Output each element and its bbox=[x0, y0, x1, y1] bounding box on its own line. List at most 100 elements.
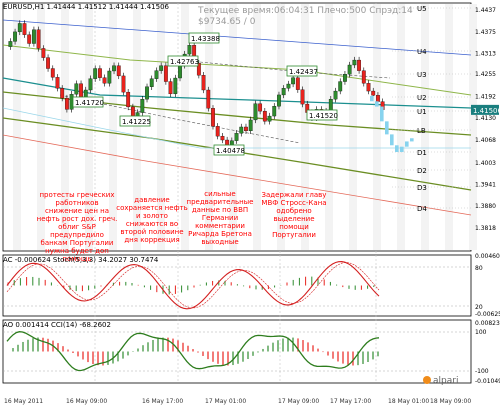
news-note-2: давление сохраняется нефть и золото сниж… bbox=[116, 196, 188, 244]
forecast-candle bbox=[400, 146, 404, 152]
symbol-label: EURUSD,H1 1.41444 1.41512 1.41444 1.4150… bbox=[3, 3, 169, 11]
price-box-value: 1.43388 bbox=[191, 35, 220, 43]
price-box: 1.41520 bbox=[306, 109, 338, 121]
grid-stripe bbox=[325, 4, 333, 250]
price-box-frame bbox=[286, 65, 318, 77]
stoch-axis-label: 80 bbox=[475, 265, 483, 272]
candle bbox=[163, 65, 168, 82]
grid-stripe bbox=[13, 4, 21, 250]
candle bbox=[211, 108, 215, 127]
logo-text: alpari bbox=[433, 376, 459, 386]
level-label-d1: D1 bbox=[417, 149, 427, 157]
candle bbox=[107, 70, 112, 84]
grid-stripe bbox=[181, 4, 189, 250]
candle bbox=[97, 68, 102, 78]
status-line: Текущее время:06:04:31 Плечо:500 Спрэд:1… bbox=[198, 6, 413, 16]
level-label-u3: U3 bbox=[417, 71, 427, 79]
candle bbox=[291, 77, 296, 85]
candle bbox=[154, 70, 159, 79]
price-axis-label: 1.4130 bbox=[475, 115, 496, 122]
time-axis-label: 16 May 17:00 bbox=[142, 398, 183, 405]
candle bbox=[361, 70, 366, 84]
grid-stripe bbox=[205, 4, 213, 250]
candle bbox=[93, 68, 98, 79]
grid-stripe bbox=[397, 4, 405, 250]
level-label-u2: U2 bbox=[417, 94, 427, 102]
price-axis-label: 1.4313 bbox=[475, 51, 496, 58]
candle bbox=[328, 99, 333, 112]
stoch-signal-line bbox=[6, 262, 380, 309]
forecast-candle bbox=[385, 121, 389, 135]
candle bbox=[74, 83, 79, 95]
grid-stripe bbox=[85, 4, 93, 250]
time-axis-label: 16 May 2011 bbox=[4, 398, 43, 405]
candle bbox=[126, 91, 131, 108]
grid-stripe bbox=[277, 4, 285, 250]
candle bbox=[173, 77, 178, 95]
stoch-axis-label: 20 bbox=[475, 304, 483, 311]
price-box-value: 1.40478 bbox=[216, 147, 245, 155]
candle bbox=[50, 68, 55, 78]
moving-average-teal bbox=[2, 77, 472, 109]
candle bbox=[253, 103, 258, 121]
candle bbox=[22, 23, 27, 35]
forecast-candle bbox=[380, 106, 384, 122]
price-box-value: 1.41720 bbox=[75, 99, 104, 107]
forecast-candle bbox=[370, 95, 374, 102]
candle bbox=[347, 64, 352, 75]
price-axis-label: 1.3880 bbox=[475, 203, 496, 210]
level-label-lb: LB bbox=[417, 127, 426, 135]
candle bbox=[13, 31, 17, 42]
price-box-value: 1.41520 bbox=[309, 112, 338, 120]
price-box: 1.41720 bbox=[72, 96, 104, 108]
price-axis-label: 1.3941 bbox=[475, 182, 496, 189]
price-box-frame bbox=[188, 32, 220, 44]
upper-band-line bbox=[2, 44, 472, 96]
level-label-d3: D3 bbox=[417, 184, 427, 192]
price-box-frame bbox=[167, 55, 199, 67]
ao-axis-label: -100 bbox=[475, 368, 489, 375]
grid-stripe bbox=[469, 4, 477, 250]
stoch-main-line bbox=[6, 261, 380, 310]
candle bbox=[338, 81, 343, 92]
alpari-logo: alpari bbox=[423, 376, 458, 386]
forecast-candle bbox=[405, 141, 409, 147]
candle bbox=[277, 94, 281, 107]
time-axis-label: 17 May 01:00 bbox=[205, 398, 246, 405]
ao-pane bbox=[2, 319, 472, 384]
current-price-label: 1.41506 bbox=[473, 107, 500, 115]
news-note-3: сильные предварительные данные по ВВП Ге… bbox=[186, 190, 254, 246]
news-note-4: Задержали главу МВФ Стросс-Кана одобрено… bbox=[261, 191, 327, 239]
current-price-marker bbox=[471, 104, 499, 115]
forecast-candle bbox=[375, 101, 379, 107]
candle bbox=[201, 75, 206, 91]
lower-envelope-line bbox=[2, 134, 472, 216]
upper-envelope-line bbox=[2, 19, 472, 56]
candle bbox=[357, 59, 361, 71]
candle bbox=[262, 110, 267, 122]
candle bbox=[220, 135, 225, 141]
time-axis-label: 18 May 01:00 bbox=[388, 398, 429, 405]
time-axis-label: 17 May 09:00 bbox=[278, 398, 319, 405]
grid-stripe bbox=[109, 4, 117, 250]
forecast-candle bbox=[395, 145, 399, 152]
level-label-u5: U5 bbox=[417, 5, 427, 13]
price-axis-label: 1.4255 bbox=[475, 71, 496, 78]
grid-stripe bbox=[421, 4, 429, 250]
candle bbox=[140, 99, 145, 113]
price-box-value: 1.42437 bbox=[289, 68, 318, 76]
price-box-value: 1.42763 bbox=[170, 58, 199, 66]
candle bbox=[46, 57, 50, 69]
grid-stripe bbox=[157, 4, 165, 250]
price-box: 1.42763 bbox=[167, 55, 199, 67]
price-axis-label: 1.4375 bbox=[475, 29, 496, 36]
ao-indicator-label: AO 0.001414 CCI(14) -68.2602 bbox=[3, 321, 111, 329]
time-axis-label: 16 May 09:00 bbox=[66, 398, 107, 405]
time-axis-label: 17 May 17:00 bbox=[330, 398, 371, 405]
cyan-channel-line bbox=[2, 107, 471, 149]
balance-line: $9734.65 / 0 bbox=[198, 17, 256, 27]
candle bbox=[196, 63, 201, 76]
candle bbox=[333, 90, 338, 100]
